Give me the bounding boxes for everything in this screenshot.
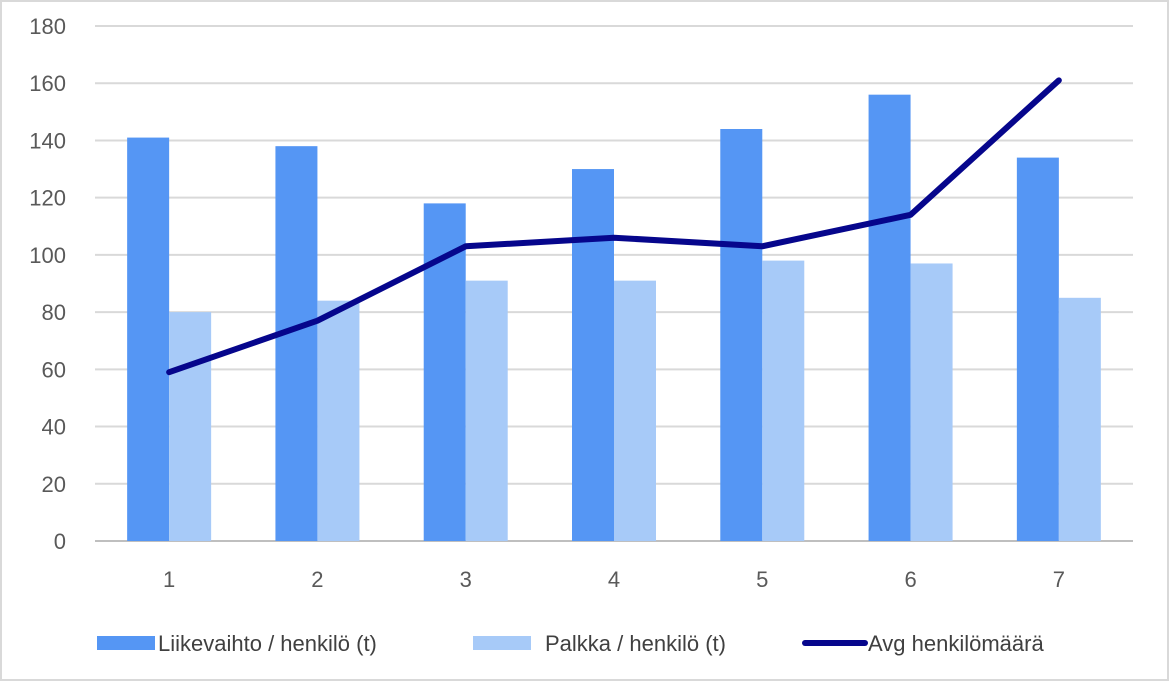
y-tick-label: 60 bbox=[42, 357, 66, 382]
y-tick-label: 120 bbox=[29, 186, 66, 211]
y-tick-label: 20 bbox=[42, 472, 66, 497]
y-tick-label: 180 bbox=[29, 14, 66, 39]
line-series bbox=[166, 77, 1062, 376]
bar-liikevaihto bbox=[572, 169, 614, 542]
bar-liikevaihto bbox=[1016, 157, 1059, 541]
bar-palkka bbox=[317, 300, 360, 541]
bar-palkka bbox=[1058, 297, 1101, 541]
y-tick-label: 100 bbox=[29, 243, 66, 268]
bar-palkka bbox=[169, 312, 212, 541]
legend: Liikevaihto / henkilö (t) Palkka / henkil… bbox=[97, 631, 1044, 656]
x-tick-label: 3 bbox=[460, 567, 472, 592]
x-axis: 1 2 3 4 5 6 7 bbox=[163, 567, 1065, 592]
line-avg-henkilomaara bbox=[166, 77, 1062, 376]
legend-swatch bbox=[97, 636, 155, 650]
y-tick-label: 0 bbox=[54, 529, 66, 554]
legend-label: Liikevaihto / henkilö (t) bbox=[158, 631, 377, 656]
x-tick-label: 7 bbox=[1053, 567, 1065, 592]
y-tick-label: 40 bbox=[42, 415, 66, 440]
x-tick-label: 5 bbox=[756, 567, 768, 592]
x-tick-label: 1 bbox=[163, 567, 175, 592]
gridlines bbox=[95, 25, 1133, 542]
x-tick-label: 2 bbox=[311, 567, 323, 592]
legend-label: Avg henkilömäärä bbox=[868, 631, 1044, 656]
legend-swatch bbox=[473, 636, 531, 650]
bar-palkka bbox=[762, 260, 805, 541]
bar-palkka bbox=[614, 280, 656, 541]
bar-palkka bbox=[910, 263, 953, 541]
bar-liikevaihto bbox=[127, 137, 170, 542]
bar-liikevaihto bbox=[275, 146, 318, 541]
y-tick-label: 140 bbox=[29, 128, 66, 153]
bar-liikevaihto bbox=[720, 129, 763, 541]
bar-liikevaihto bbox=[868, 94, 911, 542]
y-tick-label: 80 bbox=[42, 300, 66, 325]
bars bbox=[127, 94, 1101, 542]
y-tick-label: 160 bbox=[29, 71, 66, 96]
x-tick-label: 6 bbox=[904, 567, 916, 592]
y-axis: 0 20 40 60 80 100 120 140 160 180 bbox=[29, 14, 66, 554]
legend-label: Palkka / henkilö (t) bbox=[545, 631, 726, 656]
x-tick-label: 4 bbox=[608, 567, 620, 592]
bar-palkka bbox=[465, 280, 508, 541]
